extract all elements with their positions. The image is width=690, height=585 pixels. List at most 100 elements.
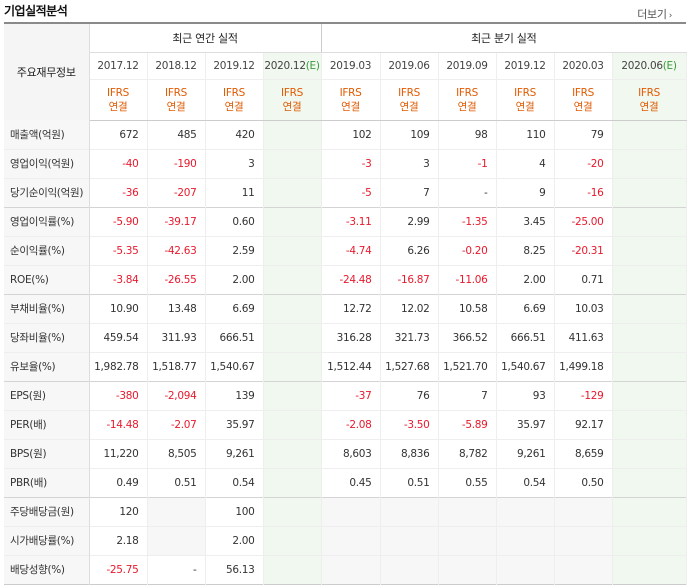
table-cell: 98 bbox=[438, 120, 497, 149]
table-cell: 411.63 bbox=[554, 323, 613, 352]
table-cell: 6.69 bbox=[496, 294, 555, 323]
period-header: 2019.03 bbox=[320, 52, 381, 80]
table-cell bbox=[554, 555, 613, 584]
more-link[interactable]: 더보기 › bbox=[637, 6, 672, 22]
row-label: PER(배) bbox=[4, 410, 90, 439]
table-cell bbox=[496, 526, 555, 555]
table-cell bbox=[612, 323, 687, 352]
table-cell: -2,094 bbox=[147, 381, 206, 410]
table-cell: 0.60 bbox=[205, 207, 264, 236]
table-cell: -3.11 bbox=[320, 207, 381, 236]
table-cell bbox=[438, 497, 497, 526]
table-row: BPS(원) 11,220 8,505 9,261 8,603 8,836 8,782 9,2… bbox=[4, 439, 687, 468]
table-cell: 420 bbox=[205, 120, 264, 149]
table-cell: 100 bbox=[205, 497, 264, 526]
table-cell bbox=[554, 526, 613, 555]
table-cell bbox=[263, 178, 322, 207]
table-cell: -207 bbox=[147, 178, 206, 207]
table-cell bbox=[612, 352, 687, 381]
page-title: 기업실적분석 bbox=[4, 4, 68, 18]
table-label-header: 주요재무정보 bbox=[4, 22, 90, 120]
table-cell: -4.74 bbox=[320, 236, 381, 265]
table-cell bbox=[263, 207, 322, 236]
table-cell: 1,527.68 bbox=[380, 352, 439, 381]
table-cell: 56.13 bbox=[205, 555, 264, 584]
period-label: 2019.03 bbox=[329, 59, 372, 72]
table-cell: 10.03 bbox=[554, 294, 613, 323]
table-cell: 6.26 bbox=[380, 236, 439, 265]
period-header: 2019.12 bbox=[205, 52, 264, 80]
table-cell: -16 bbox=[554, 178, 613, 207]
table-cell: 9,261 bbox=[496, 439, 555, 468]
table-cell: -16.87 bbox=[380, 265, 439, 294]
table-cell bbox=[147, 526, 206, 555]
table-cell: 3 bbox=[380, 149, 439, 178]
table-cell: 4 bbox=[496, 149, 555, 178]
table-cell bbox=[263, 555, 322, 584]
table-cell: -3 bbox=[320, 149, 381, 178]
period-label: 2017.12 bbox=[97, 59, 139, 72]
table-cell bbox=[380, 555, 439, 584]
table-row: 배당성향(%) -25.75-56.13 bbox=[4, 555, 687, 584]
basis-header: IFRS 연결 bbox=[438, 79, 497, 121]
table-cell: -5.90 bbox=[89, 207, 148, 236]
table-cell: 120 bbox=[89, 497, 148, 526]
row-label: 유보율(%) bbox=[4, 352, 90, 381]
basis-scope: 연결 bbox=[166, 100, 186, 113]
row-label: EPS(원) bbox=[4, 381, 90, 410]
table-cell: -3.50 bbox=[380, 410, 439, 439]
table-cell: 1,540.67 bbox=[205, 352, 264, 381]
table-cell: -20.31 bbox=[554, 236, 613, 265]
table-cell: 459.54 bbox=[89, 323, 148, 352]
table-cell: 0.71 bbox=[554, 265, 613, 294]
period-header: 2018.12 bbox=[147, 52, 206, 80]
table-cell bbox=[263, 439, 322, 468]
table-cell: 102 bbox=[320, 120, 381, 149]
basis-header: IFRS 연결 bbox=[89, 79, 148, 121]
row-label: ROE(%) bbox=[4, 265, 90, 294]
table-cell: 10.58 bbox=[438, 294, 497, 323]
table-cell: 35.97 bbox=[205, 410, 264, 439]
table-cell: 2.99 bbox=[380, 207, 439, 236]
table-cell bbox=[263, 526, 322, 555]
table-row: 유보율(%) 1,982.78 1,518.77 1,540.67 1,512.44 1,… bbox=[4, 352, 687, 381]
period-header: 2017.12 bbox=[89, 52, 148, 80]
table-cell bbox=[263, 352, 322, 381]
table-cell: 8,782 bbox=[438, 439, 497, 468]
table-cell: 1,982.78 bbox=[89, 352, 148, 381]
table-row: 시가배당률(%) 2.18 2.00 bbox=[4, 526, 687, 555]
table-cell: 110 bbox=[496, 120, 555, 149]
table-cell: -5.89 bbox=[438, 410, 497, 439]
basis-header-row: IFRS 연결 IFRS 연결 IFRS 연결 IFRS 연결 IFRS 연결 IFRS 연결 IFRS… bbox=[4, 79, 687, 121]
basis-header: IFRS 연결 bbox=[320, 79, 381, 121]
table-cell: 311.93 bbox=[147, 323, 206, 352]
table-cell bbox=[320, 497, 381, 526]
estimate-mark: (E) bbox=[305, 59, 320, 72]
basis-header: IFRS 연결 bbox=[263, 79, 322, 121]
table-cell: -39.17 bbox=[147, 207, 206, 236]
table-cell: 2.00 bbox=[205, 265, 264, 294]
table-row: ROE(%) -3.84 -26.55 2.00 -24.48 -16.87 -11.06 2… bbox=[4, 265, 687, 294]
table-cell bbox=[438, 526, 497, 555]
table-cell: -20 bbox=[554, 149, 613, 178]
table-cell: - bbox=[147, 555, 206, 584]
table-cell: -5.35 bbox=[89, 236, 148, 265]
period-header: 2019.06 bbox=[380, 52, 439, 80]
period-label: 2020.03 bbox=[562, 59, 604, 72]
basis-header: IFRS 연결 bbox=[496, 79, 555, 121]
table-cell bbox=[612, 497, 687, 526]
table-cell bbox=[320, 526, 381, 555]
basis-standard: IFRS bbox=[638, 86, 660, 99]
basis-header: IFRS 연결 bbox=[205, 79, 264, 121]
table-cell: -25.00 bbox=[554, 207, 613, 236]
basis-header: IFRS 연결 bbox=[147, 79, 206, 121]
table-row: 영업이익(억원) -40 -190 3 -3 3 -1 4 -20 bbox=[4, 149, 687, 178]
basis-scope: 연결 bbox=[108, 100, 128, 113]
table-cell bbox=[612, 265, 687, 294]
quarterly-group-header: 최근 분기 실적 bbox=[320, 22, 687, 53]
table-cell: -40 bbox=[89, 149, 148, 178]
table-cell: 93 bbox=[496, 381, 555, 410]
table-cell bbox=[612, 149, 687, 178]
table-cell: 7 bbox=[438, 381, 497, 410]
basis-scope: 연결 bbox=[515, 100, 535, 113]
